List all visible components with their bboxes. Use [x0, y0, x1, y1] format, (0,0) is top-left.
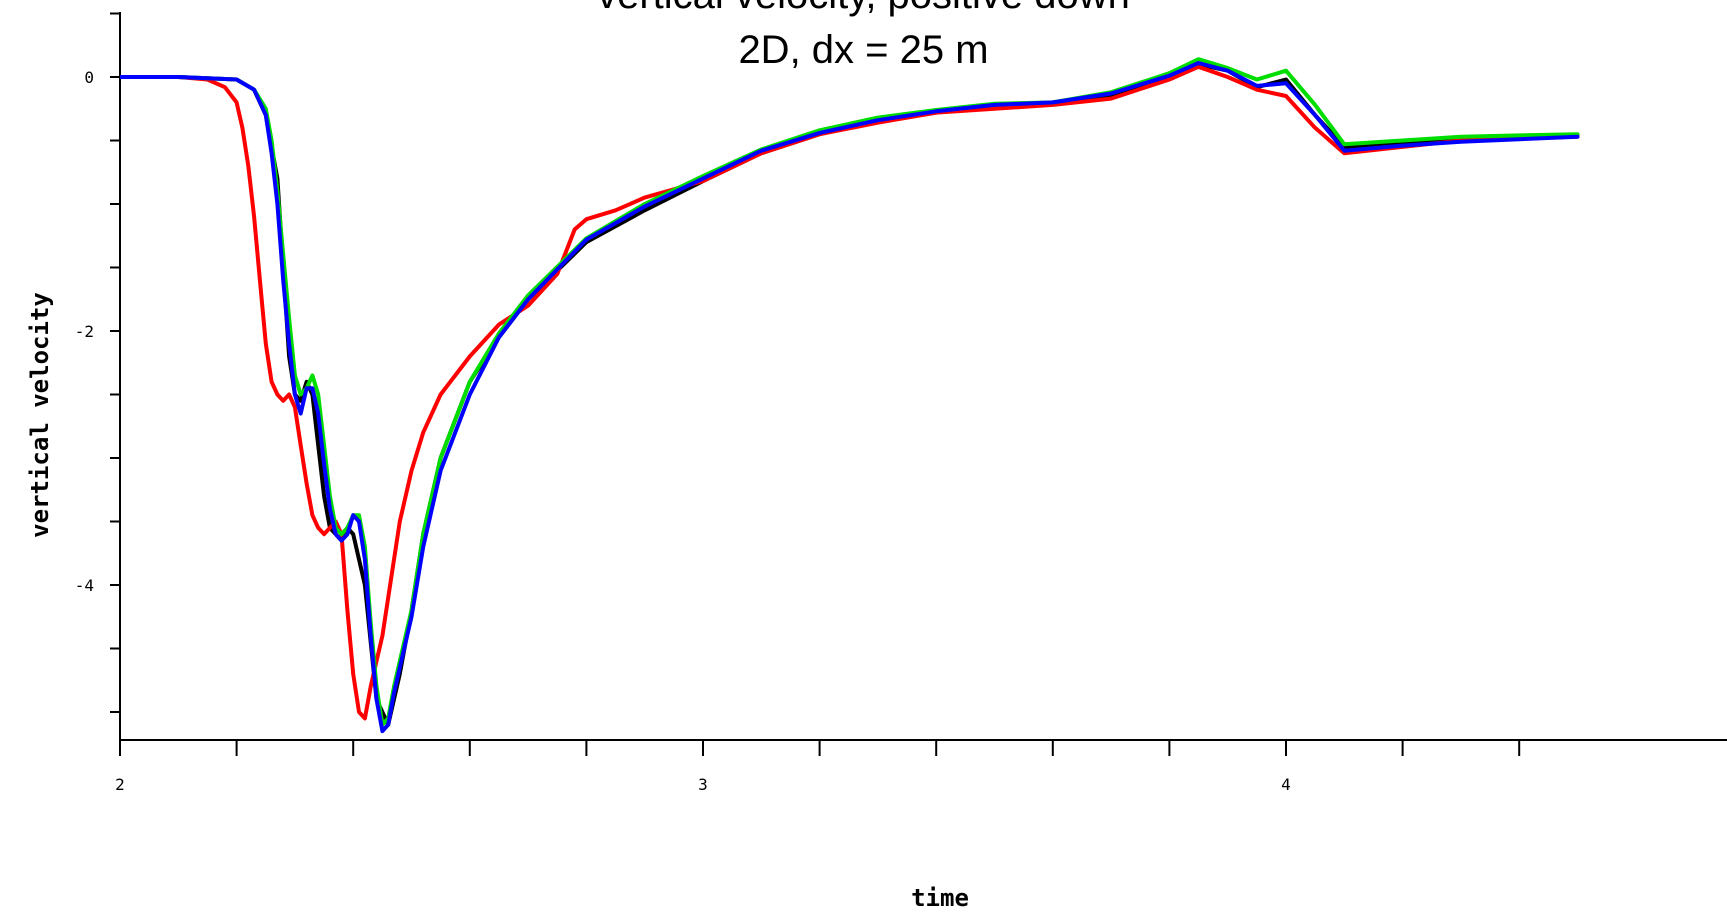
x-tick-label: 2	[115, 775, 125, 794]
x-tick-label: 4	[1281, 775, 1291, 794]
x-tick-label: 3	[698, 775, 708, 794]
y-tick-label: -2	[75, 322, 94, 341]
x-axis-label: time	[911, 884, 969, 912]
series-line-4	[120, 61, 1580, 734]
y-tick-label: 0	[84, 68, 94, 87]
chart-title: vertical velocity, positive down	[0, 0, 1727, 18]
chart-subtitle: 2D, dx = 25 m	[738, 28, 989, 72]
series-line-2	[120, 64, 1580, 721]
series-line-1	[120, 62, 1580, 727]
series-line-3	[120, 57, 1580, 727]
y-axis-label: vertical velocity	[26, 292, 54, 538]
y-tick-label: -4	[75, 576, 94, 595]
